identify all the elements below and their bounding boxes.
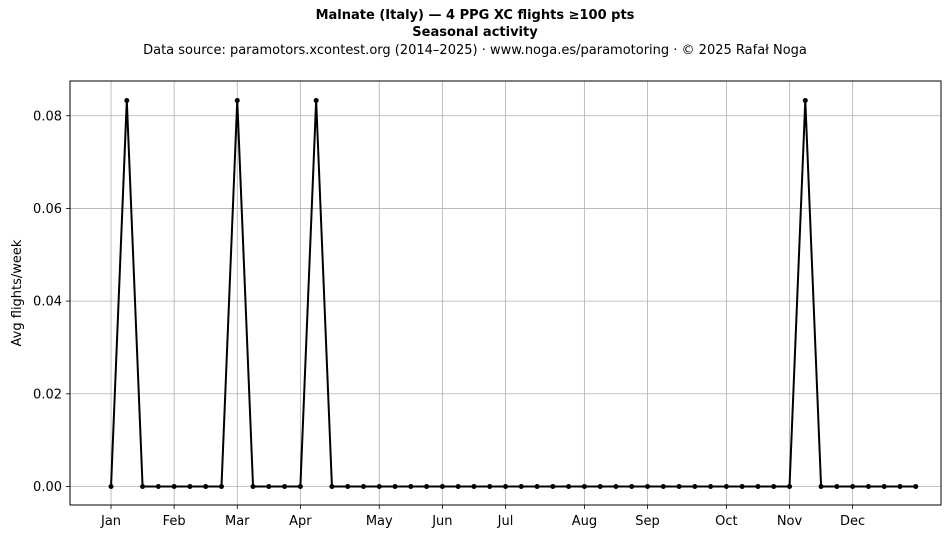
data-point (487, 483, 493, 489)
data-point (739, 483, 745, 489)
data-point (234, 97, 240, 103)
data-point (613, 483, 619, 489)
chart-source-note: Data source: paramotors.xcontest.org (20… (143, 43, 807, 58)
data-point (455, 483, 461, 489)
data-point (124, 97, 130, 103)
data-point (108, 483, 114, 489)
data-point (408, 483, 414, 489)
data-point (755, 483, 761, 489)
x-tick-label: Jun (431, 514, 452, 529)
series-line (110, 99, 916, 488)
data-point (723, 483, 729, 489)
tick-group: Jan Feb Mar Apr May Jun Jul Aug Sep Oct Nov Dec 0.00… (33, 109, 865, 529)
data-point (629, 483, 635, 489)
data-point (313, 97, 319, 103)
data-point (660, 483, 666, 489)
data-point (534, 483, 540, 489)
data-point (550, 483, 556, 489)
x-tick-label: Aug (572, 514, 597, 529)
data-point (266, 483, 272, 489)
y-tick-label: 0.00 (33, 480, 62, 495)
data-point (881, 483, 887, 489)
x-tick-label: Oct (715, 514, 737, 529)
y-tick-label: 0.08 (33, 109, 62, 124)
data-point (376, 483, 382, 489)
chart-title: Malnate (Italy) — 4 PPG XC flights ≥100 … (315, 8, 635, 23)
data-point (503, 483, 508, 489)
y-axis-label: Avg flights/week (10, 239, 25, 346)
data-point (834, 483, 840, 489)
data-point (439, 483, 445, 489)
x-tick-label: Jul (497, 514, 514, 529)
data-point (692, 483, 698, 489)
x-tick-label: Mar (225, 514, 250, 529)
data-point (203, 483, 209, 489)
data-point (708, 483, 714, 489)
data-point (329, 483, 335, 489)
data-point (392, 483, 398, 489)
data-point (518, 483, 524, 489)
data-point (140, 483, 146, 489)
data-point (597, 483, 603, 489)
y-tick-label: 0.06 (33, 202, 62, 217)
data-point (471, 483, 477, 489)
chart-subtitle: Seasonal activity (412, 25, 538, 40)
series-group (108, 97, 919, 489)
data-point (581, 483, 587, 489)
data-point (645, 483, 651, 489)
x-tick-label: May (366, 514, 393, 529)
data-point (345, 483, 351, 489)
data-point (250, 483, 256, 489)
y-tick-label: 0.04 (33, 295, 62, 310)
data-point (771, 483, 777, 489)
x-tick-label: Sep (635, 514, 660, 529)
data-point (676, 483, 682, 489)
data-point (897, 483, 903, 489)
data-point (155, 483, 161, 489)
data-point (171, 483, 177, 489)
data-point (424, 483, 430, 489)
data-point (850, 483, 856, 489)
data-point (913, 483, 919, 489)
grid-lines (70, 81, 941, 505)
data-point (297, 483, 303, 489)
x-tick-label: Feb (163, 514, 186, 529)
x-tick-label: Nov (777, 514, 803, 529)
data-point (787, 483, 793, 489)
data-point (218, 483, 224, 489)
data-point (566, 483, 572, 489)
x-tick-label: Jan (100, 514, 121, 529)
data-point (187, 483, 193, 489)
data-point (865, 483, 871, 489)
data-point (818, 483, 824, 489)
data-point (282, 483, 288, 489)
x-tick-label: Dec (840, 514, 865, 529)
y-tick-label: 0.02 (33, 387, 62, 402)
x-tick-label: Apr (289, 514, 312, 529)
data-point (360, 483, 366, 489)
data-point (802, 97, 808, 103)
